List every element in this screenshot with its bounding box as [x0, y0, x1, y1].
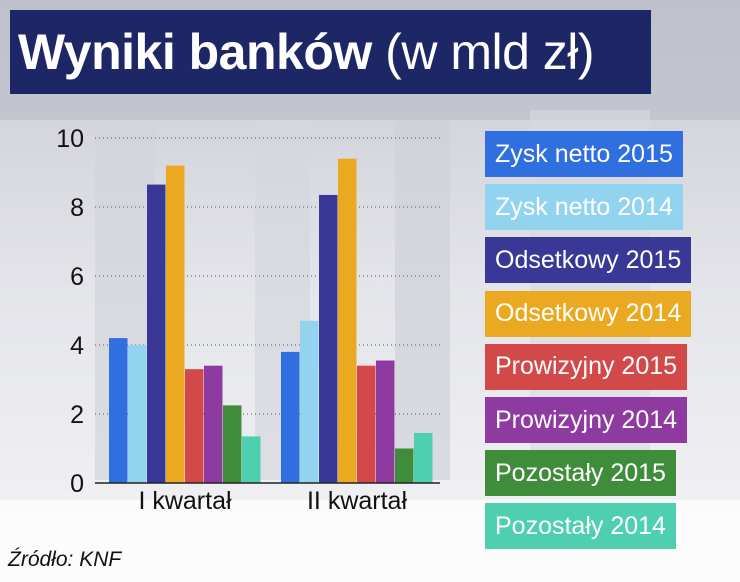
source-note: Źródło: KNF	[8, 548, 122, 571]
legend-item: Zysk netto 2015	[485, 131, 683, 177]
legend-item: Pozostały 2015	[485, 450, 676, 497]
legend-item: Odsetkowy 2015	[485, 237, 692, 284]
legend-item: Odsetkowy 2014	[485, 290, 692, 337]
x-tick-label: I kwartał	[138, 487, 232, 515]
x-tick-label: II kwartał	[307, 487, 407, 515]
bar	[357, 365, 376, 483]
bar	[300, 320, 319, 483]
title-banner: Wyniki banków (w mld zł)	[10, 10, 651, 94]
bar	[281, 351, 300, 483]
chart-title-unit: (w mld zł)	[385, 24, 595, 80]
bar	[128, 345, 147, 483]
legend-item: Zysk netto 2014	[485, 184, 683, 231]
legend-item: Prowizyjny 2015	[485, 343, 688, 390]
chart-title-main: Wyniki banków	[18, 24, 372, 80]
y-tick-label: 2	[70, 401, 84, 429]
bar	[166, 165, 185, 483]
bar	[109, 338, 128, 483]
bar	[395, 448, 414, 483]
legend-item: Pozostały 2014	[485, 503, 676, 550]
bar	[147, 184, 166, 483]
bar	[319, 194, 338, 484]
bar	[338, 158, 357, 483]
bar	[242, 436, 261, 483]
y-tick-label: 4	[70, 332, 84, 360]
y-tick-label: 6	[70, 263, 84, 291]
y-tick-label: 0	[70, 470, 84, 498]
bar	[204, 365, 223, 483]
y-tick-label: 10	[56, 125, 84, 153]
chart-title: Wyniki banków (w mld zł)	[18, 23, 595, 81]
y-tick-label: 8	[70, 194, 84, 222]
bar	[376, 360, 395, 483]
legend-item: Prowizyjny 2014	[485, 397, 688, 443]
bar	[185, 369, 204, 483]
bar	[414, 432, 433, 483]
bar	[223, 405, 242, 483]
